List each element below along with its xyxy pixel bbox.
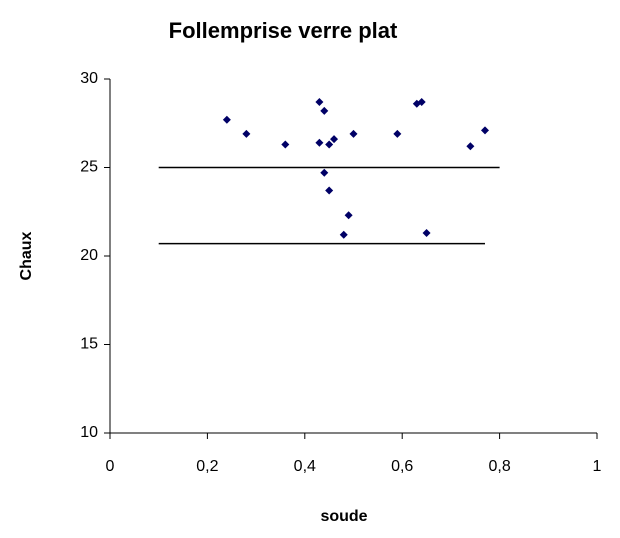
data-point [422, 228, 431, 237]
data-point [320, 106, 329, 115]
data-point [339, 230, 348, 239]
y-tick-label: 15 [80, 336, 98, 353]
x-tick-label: 0,8 [488, 458, 510, 475]
x-tick-label: 0,4 [294, 458, 316, 475]
y-tick-label: 30 [80, 70, 98, 87]
x-tick-label: 0 [106, 458, 115, 475]
data-point [325, 186, 334, 195]
x-tick-label: 1 [593, 458, 602, 475]
data-point [393, 129, 402, 138]
data-point [315, 98, 324, 107]
y-tick-label: 20 [80, 247, 98, 264]
data-point [417, 98, 426, 107]
data-point [480, 126, 489, 135]
data-point [330, 135, 339, 144]
chart-title: Follemprise verre plat [169, 18, 398, 43]
data-point [281, 140, 290, 149]
data-point [466, 142, 475, 151]
y-tick-label: 25 [80, 159, 98, 176]
y-tick-label: 10 [80, 424, 98, 441]
data-point [315, 138, 324, 147]
data-point [320, 168, 329, 177]
data-point [242, 129, 251, 138]
x-tick-label: 0,2 [196, 458, 218, 475]
data-point [344, 211, 353, 220]
data-point [349, 129, 358, 138]
y-axis-label: Chaux [18, 231, 35, 280]
data-point [222, 115, 231, 124]
x-tick-label: 0,6 [391, 458, 413, 475]
x-axis-label: soude [320, 508, 367, 525]
data-point [325, 140, 334, 149]
